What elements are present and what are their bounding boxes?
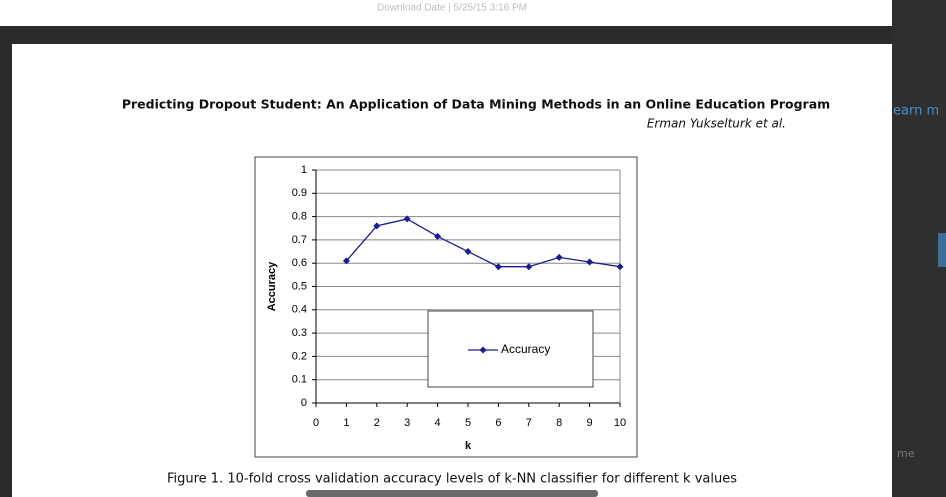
sidebar-fragment: me xyxy=(897,447,915,460)
marker xyxy=(373,222,381,230)
marker xyxy=(555,253,563,261)
y-tick-label: 0.9 xyxy=(292,187,307,199)
page xyxy=(12,44,892,497)
legend-box xyxy=(427,310,594,388)
x-tick-label: 5 xyxy=(465,417,471,429)
line xyxy=(345,218,621,268)
x-tick-label: 2 xyxy=(374,417,380,429)
x-tick-label: 10 xyxy=(614,417,626,429)
running-title: Predicting Dropout Student: An Applicati… xyxy=(122,97,830,112)
x-axis-label: k xyxy=(465,440,472,452)
marker xyxy=(616,263,624,271)
y-tick-label: 0.7 xyxy=(292,234,307,246)
legend-marker xyxy=(479,346,487,354)
chart-frame xyxy=(254,156,638,458)
authors: Erman Yukselturk et al. xyxy=(647,117,786,131)
marker xyxy=(434,232,442,240)
scrollbar[interactable] xyxy=(306,490,598,497)
x-tick-label: 3 xyxy=(404,417,410,429)
marker xyxy=(342,257,350,265)
legend-label: Accuracy xyxy=(501,342,550,356)
sidebar-button[interactable] xyxy=(938,233,946,267)
previous-page xyxy=(0,0,892,26)
marker xyxy=(525,263,533,271)
y-tick-label: 0.5 xyxy=(292,280,307,292)
caption: Figure 1. 10-fold cross validation accur… xyxy=(167,472,737,487)
x-tick-label: 9 xyxy=(587,417,593,429)
y-tick-label: 0.8 xyxy=(292,211,307,223)
x-tick-label: 0 xyxy=(313,417,319,429)
plot: 00.10.20.30.40.50.60.70.80.910 1 2 3 4 5 6 7 8 9 1… xyxy=(266,164,626,452)
x-tick-label: 7 xyxy=(526,417,532,429)
x-tick-label: 1 xyxy=(343,417,349,429)
marker xyxy=(464,248,472,256)
marker xyxy=(403,215,411,223)
y-axis-label: Accuracy xyxy=(266,261,278,311)
y-tick-label: 0 xyxy=(301,397,307,409)
sidebar-fragment: earn m xyxy=(893,104,939,119)
download-note: Download Date | 5/25/15 3:16 PM xyxy=(377,3,527,14)
marker xyxy=(494,263,502,271)
y-tick-label: 0.2 xyxy=(292,350,307,362)
x-tick-label: 8 xyxy=(556,417,562,429)
x-tick-label: 6 xyxy=(495,417,501,429)
sidebar xyxy=(892,0,946,497)
y-tick-label: 0.3 xyxy=(292,327,307,339)
y-tick-label: 0.1 xyxy=(292,374,307,386)
y-tick-label: 0.6 xyxy=(292,257,307,269)
y-tick-label: 0.4 xyxy=(292,304,307,316)
x-tick-label: 4 xyxy=(435,417,441,429)
y-tick-label: 1 xyxy=(301,164,307,176)
marker xyxy=(586,258,594,266)
